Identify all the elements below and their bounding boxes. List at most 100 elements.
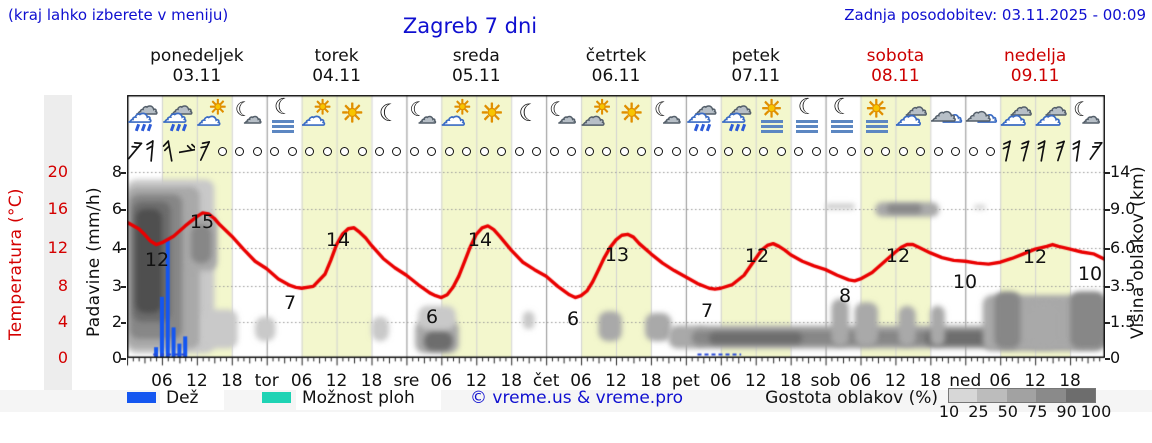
calm-wind-icon[interactable] bbox=[424, 138, 441, 166]
calm-wind-icon[interactable] bbox=[791, 138, 808, 166]
weather-icon-moon-cloud[interactable]: ☾ ☁ bbox=[1073, 97, 1101, 128]
weather-icon-moon-fog[interactable]: ☾ bbox=[791, 97, 826, 137]
temp-value-label[interactable]: 12 bbox=[744, 245, 770, 267]
calm-circle[interactable] bbox=[252, 147, 262, 156]
calm-circle[interactable] bbox=[532, 147, 542, 156]
calm-wind-icon[interactable] bbox=[546, 138, 563, 166]
wind-barb-icon[interactable] bbox=[176, 138, 199, 166]
temp-value-label[interactable]: 8 bbox=[838, 285, 852, 307]
calm-circle[interactable] bbox=[479, 147, 489, 156]
calm-circle[interactable] bbox=[654, 147, 664, 156]
calm-circle[interactable] bbox=[776, 147, 786, 156]
calm-circle[interactable] bbox=[846, 147, 856, 156]
calm-circle[interactable] bbox=[706, 147, 716, 156]
calm-circle[interactable] bbox=[671, 147, 681, 156]
calm-circle[interactable] bbox=[864, 147, 873, 156]
wind-barb-icon[interactable] bbox=[1070, 138, 1087, 166]
day-header[interactable]: torek 04.11 bbox=[267, 46, 407, 86]
calm-circle[interactable] bbox=[444, 147, 454, 156]
calm-circle[interactable] bbox=[759, 147, 769, 156]
weather-icon-sun[interactable]: ☀ bbox=[619, 99, 644, 129]
temp-value-label[interactable]: 12 bbox=[1022, 246, 1048, 268]
calm-wind-icon[interactable] bbox=[599, 138, 616, 166]
calm-wind-icon[interactable] bbox=[861, 138, 878, 166]
weather-icon-cloud[interactable]: ☁ ☁ bbox=[999, 96, 1033, 132]
calm-wind-icon[interactable] bbox=[564, 138, 581, 166]
wind-barb-icon[interactable] bbox=[1035, 138, 1052, 166]
calm-circle[interactable] bbox=[689, 147, 699, 156]
day-header[interactable]: petek 07.11 bbox=[686, 46, 826, 86]
calm-circle[interactable] bbox=[602, 147, 612, 156]
colorbar-segment[interactable] bbox=[1036, 388, 1067, 403]
weather-icon-rain[interactable]: ☁ ☁ bbox=[686, 96, 721, 137]
weather-icon-cloud[interactable]: ☁ ☁ bbox=[1034, 96, 1068, 132]
colorbar-value[interactable]: 50 bbox=[997, 402, 1018, 421]
weather-icon-sun-fog[interactable]: ☀ bbox=[756, 96, 791, 137]
temp-value-label[interactable]: 15 bbox=[189, 211, 215, 233]
day-header[interactable]: nedelja 09.11 bbox=[965, 46, 1105, 86]
calm-circle[interactable] bbox=[287, 147, 297, 156]
weather-icon-moon[interactable]: ☾ bbox=[518, 99, 540, 127]
calm-wind-icon[interactable] bbox=[476, 138, 493, 166]
calm-circle[interactable] bbox=[811, 147, 821, 156]
colorbar-segment[interactable] bbox=[1065, 388, 1096, 403]
calm-wind-icon[interactable] bbox=[459, 138, 476, 166]
weather-icon-sun[interactable]: ☀ bbox=[340, 99, 365, 129]
wind-barb-icon[interactable] bbox=[197, 138, 214, 166]
temp-value-label[interactable]: 6 bbox=[566, 308, 580, 330]
calm-circle[interactable] bbox=[619, 147, 629, 156]
weather-icon-rain[interactable]: ☁ ☁ bbox=[162, 96, 197, 137]
calm-wind-icon[interactable] bbox=[843, 138, 860, 166]
wind-barb-icon[interactable] bbox=[1000, 138, 1017, 166]
calm-wind-icon[interactable] bbox=[267, 138, 284, 166]
day-header[interactable]: četrtek 06.11 bbox=[546, 46, 686, 86]
calm-wind-icon[interactable] bbox=[354, 138, 371, 166]
calm-circle[interactable] bbox=[741, 147, 751, 156]
wind-barb-icon[interactable] bbox=[144, 138, 161, 166]
copyright-link[interactable]: © vreme.us & vreme.pro bbox=[470, 388, 684, 408]
calm-wind-icon[interactable] bbox=[721, 138, 738, 166]
calm-wind-icon[interactable] bbox=[983, 138, 1000, 166]
calm-circle[interactable] bbox=[305, 147, 315, 156]
day-header[interactable]: ponedeljek 03.11 bbox=[127, 46, 267, 86]
calm-circle[interactable] bbox=[794, 147, 804, 156]
temp-value-label[interactable]: 13 bbox=[604, 244, 630, 266]
temp-value-label[interactable]: 10 bbox=[1077, 263, 1103, 285]
weather-icon-cloud-gray[interactable]: ☁ ☁ bbox=[930, 98, 964, 128]
weather-icon-cloud[interactable]: ☁ ☁ bbox=[895, 96, 929, 132]
calm-wind-icon[interactable] bbox=[930, 138, 947, 166]
colorbar-value[interactable]: 90 bbox=[1056, 402, 1077, 421]
calm-wind-icon[interactable] bbox=[773, 138, 790, 166]
calm-circle[interactable] bbox=[217, 147, 227, 156]
calm-wind-icon[interactable] bbox=[616, 138, 633, 166]
weather-icon-moon-fog[interactable]: ☾ bbox=[826, 97, 861, 137]
calm-circle[interactable] bbox=[584, 147, 594, 156]
calm-circle[interactable] bbox=[829, 147, 839, 156]
calm-wind-icon[interactable] bbox=[633, 138, 650, 166]
colorbar-segment[interactable] bbox=[1006, 388, 1038, 403]
calm-circle[interactable] bbox=[409, 147, 419, 156]
colorbar-value[interactable]: 25 bbox=[968, 402, 989, 421]
weather-icon-cloud-gray[interactable]: ☁ ☁ bbox=[965, 98, 999, 128]
calm-wind-icon[interactable] bbox=[372, 138, 389, 166]
calm-wind-icon[interactable] bbox=[249, 138, 266, 166]
calm-circle[interactable] bbox=[270, 147, 280, 156]
wind-barb-icon[interactable] bbox=[1018, 138, 1035, 166]
colorbar-segment[interactable] bbox=[977, 388, 1008, 403]
temp-value-label[interactable]: 14 bbox=[325, 229, 351, 251]
weather-icon-sun-cloud-gray[interactable]: ☀ ☁ bbox=[580, 95, 611, 131]
calm-circle[interactable] bbox=[549, 147, 559, 156]
calm-circle[interactable] bbox=[322, 147, 332, 156]
calm-wind-icon[interactable] bbox=[738, 138, 755, 166]
calm-wind-icon[interactable] bbox=[895, 138, 912, 166]
calm-wind-icon[interactable] bbox=[651, 138, 668, 166]
calm-wind-icon[interactable] bbox=[948, 138, 965, 166]
calm-wind-icon[interactable] bbox=[686, 138, 703, 166]
calm-circle[interactable] bbox=[375, 147, 384, 156]
calm-wind-icon[interactable] bbox=[389, 138, 406, 166]
calm-circle[interactable] bbox=[392, 147, 402, 156]
weather-icon-moon-cloud[interactable]: ☾ ☁ bbox=[653, 97, 682, 128]
calm-wind-icon[interactable] bbox=[581, 138, 598, 166]
day-header[interactable]: sobota 08.11 bbox=[826, 46, 966, 86]
calm-circle[interactable] bbox=[357, 147, 367, 156]
